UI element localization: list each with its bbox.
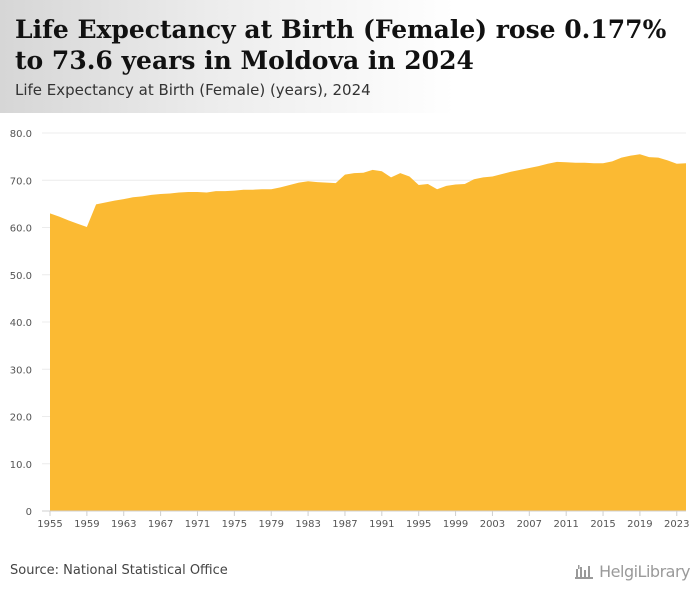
y-tick-label: 70.0: [10, 176, 32, 187]
helgi-library-logo: HelgiLibrary: [574, 562, 690, 581]
x-tick-label: 2023: [664, 519, 689, 530]
x-tick-label: 1967: [148, 519, 173, 530]
x-axis: 1955 1959 1963 1967 1971 1975 1979 1983 1987 1991…: [37, 510, 690, 530]
y-tick-label: 30.0: [10, 365, 32, 376]
x-tick-label: 1983: [295, 519, 320, 530]
area-layer: [50, 154, 686, 511]
y-tick-label: 0: [26, 507, 32, 518]
x-tick-label: 1995: [406, 519, 431, 530]
x-tick-label: 1999: [443, 519, 468, 530]
x-tick-label: 1975: [222, 519, 247, 530]
source-note: Source: National Statistical Office: [10, 563, 228, 578]
x-tick-label: 2019: [627, 519, 652, 530]
logo-text: HelgiLibrary: [599, 562, 690, 581]
page-title: Life Expectancy at Birth (Female) rose 0…: [15, 15, 667, 75]
x-tick-label: 1971: [185, 519, 210, 530]
x-tick-label: 2003: [480, 519, 505, 530]
x-tick-label: 2011: [553, 519, 578, 530]
y-tick-label: 50.0: [10, 271, 32, 282]
library-building-icon: [575, 564, 594, 579]
x-tick-label: 1959: [74, 519, 99, 530]
x-tick-label: 1963: [111, 519, 136, 530]
series-area: [50, 154, 686, 511]
y-tick-label: 80.0: [10, 129, 32, 140]
y-axis: 0 10.0 20.0 30.0 40.0 50.0 60.0 70.0 80.0: [10, 129, 32, 518]
x-tick-label: 2015: [590, 519, 615, 530]
area-chart: 010.020.030.040.050.060.070.080.0 1955 19…: [10, 129, 690, 530]
x-tick-label: 1987: [332, 519, 357, 530]
y-tick-label: 60.0: [10, 224, 32, 235]
x-tick-label: 2007: [517, 519, 542, 530]
x-tick-label: 1955: [37, 519, 62, 530]
chart-subtitle: Life Expectancy at Birth (Female) (years…: [15, 81, 371, 99]
y-tick-label: 20.0: [10, 413, 32, 424]
x-tick-label: 1979: [258, 519, 283, 530]
y-tick-label: 10.0: [10, 460, 32, 471]
header-band: Life Expectancy at Birth (Female) rose 0…: [0, 0, 700, 113]
x-tick-label: 1991: [369, 519, 394, 530]
y-tick-label: 40.0: [10, 318, 32, 329]
